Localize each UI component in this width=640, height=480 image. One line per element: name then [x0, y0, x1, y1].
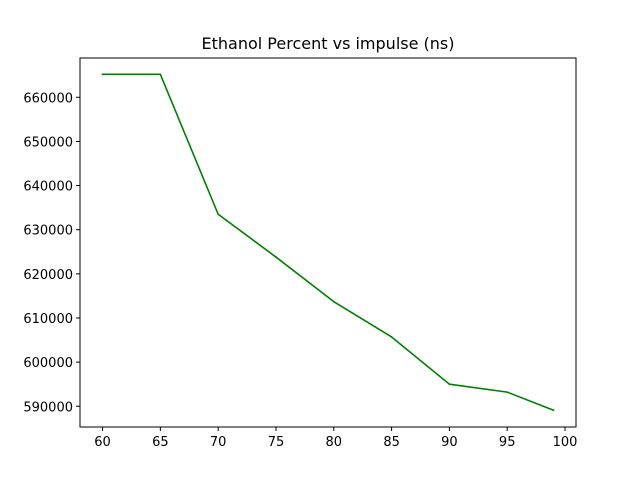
x-tick-label: 80 — [326, 435, 343, 450]
data-point — [448, 383, 451, 385]
y-tick-label: 590000 — [23, 400, 73, 415]
x-tick-label: 60 — [94, 435, 111, 450]
x-tick-label: 100 — [553, 435, 578, 450]
data-point — [275, 256, 277, 258]
y-tick-label: 620000 — [23, 268, 73, 283]
data-point — [390, 336, 393, 338]
y-tick-label: 640000 — [23, 180, 73, 195]
x-tick-label: 70 — [210, 435, 227, 450]
data-point — [217, 213, 219, 216]
y-axis: 590000 600000 610000 620000 630000 640000 6500… — [23, 91, 80, 415]
y-tick-label: 600000 — [23, 356, 73, 371]
x-tick-label: 95 — [499, 435, 516, 450]
y-tick-label: 660000 — [23, 91, 73, 106]
data-point — [159, 73, 162, 76]
series-layer — [101, 73, 555, 412]
y-tick-label: 610000 — [23, 312, 73, 327]
x-tick-label: 75 — [268, 435, 285, 450]
x-tick-label: 90 — [441, 435, 458, 450]
data-point — [101, 73, 104, 76]
data-point — [506, 391, 509, 393]
chart-title: Ethanol Percent vs impulse (ns) — [202, 34, 455, 53]
y-tick-label: 650000 — [23, 135, 73, 150]
x-tick-label: 85 — [383, 435, 400, 450]
data-point — [332, 300, 335, 303]
plot-frame — [79, 57, 577, 428]
data-point — [552, 409, 555, 412]
x-tick-label: 65 — [152, 435, 169, 450]
plot-area — [80, 58, 576, 427]
y-tick-label: 630000 — [23, 224, 73, 239]
x-axis: 60 65 70 75 80 85 90 95 100 — [94, 427, 577, 450]
